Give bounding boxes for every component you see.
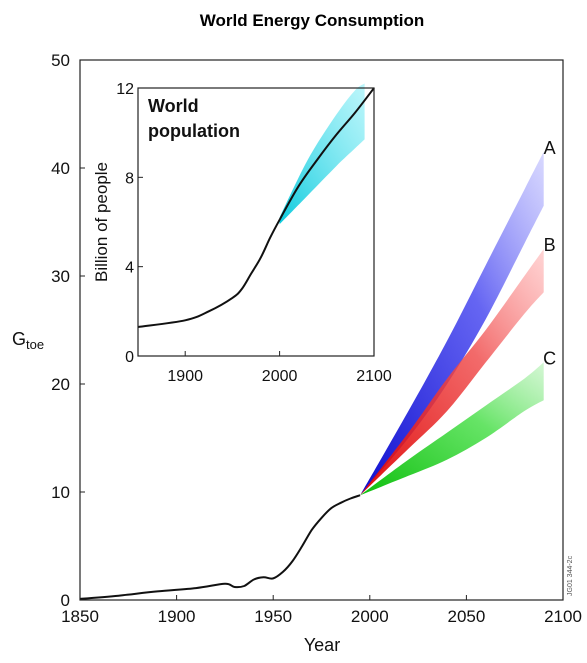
inset-y-tick-label: 0 [125, 349, 134, 366]
main-plot-frame [79, 59, 564, 601]
historical-consumption-line [79, 494, 361, 600]
population-inset: 1900 2000 2100 0 4 8 12 World population Billi… [92, 81, 392, 385]
scenario-label-b: B [544, 235, 556, 255]
inset-title-line: population [148, 121, 240, 141]
inset-y-tick-label: 8 [125, 170, 134, 187]
scenario-bands [360, 151, 544, 496]
inset-y-axis-label: Billion of people [92, 162, 111, 282]
scenario-labels: A B C [543, 138, 556, 369]
document-code: JG01 344-2c [567, 555, 574, 596]
inset-frame [137, 87, 375, 357]
main-x-tick-label: 2000 [351, 607, 389, 626]
chart-title: World Energy Consumption [200, 11, 424, 30]
inset-title: World population [148, 96, 240, 141]
main-x-tick-label: 1900 [158, 607, 196, 626]
y-axis-label-main: G [12, 329, 26, 349]
main-x-tick-label: 1850 [61, 607, 99, 626]
inset-x-tick-label: 2100 [356, 368, 392, 385]
inset-x-tick-label: 1900 [167, 368, 203, 385]
scenario-band-c [360, 362, 544, 496]
y-axis-label: Gtoe [12, 329, 44, 352]
x-axis-label: Year [304, 635, 340, 655]
main-y-tick-label: 20 [51, 375, 70, 394]
main-x-ticks: 1850 1900 1950 2000 2050 2100 [61, 595, 582, 626]
main-y-tick-label: 40 [51, 159, 70, 178]
main-x-tick-label: 1950 [254, 607, 292, 626]
scenario-label-c: C [543, 348, 556, 368]
inset-x-ticks: 1900 2000 2100 [167, 351, 392, 385]
scenario-label-a: A [544, 138, 556, 158]
main-x-tick-label: 2050 [447, 607, 485, 626]
inset-y-tick-label: 12 [116, 81, 134, 98]
main-y-tick-label: 30 [51, 267, 70, 286]
inset-x-tick-label: 2000 [262, 368, 298, 385]
inset-y-ticks: 0 4 8 12 [116, 81, 143, 366]
main-y-tick-label: 0 [61, 591, 70, 610]
main-y-tick-label: 10 [51, 483, 70, 502]
y-axis-label-sub: toe [26, 337, 44, 352]
inset-title-line: World [148, 96, 199, 116]
main-y-tick-label: 50 [51, 51, 70, 70]
main-y-ticks: 0 10 20 30 40 50 [51, 51, 85, 610]
population-line [137, 87, 375, 328]
main-x-tick-label: 2100 [544, 607, 582, 626]
inset-y-tick-label: 4 [125, 260, 134, 277]
